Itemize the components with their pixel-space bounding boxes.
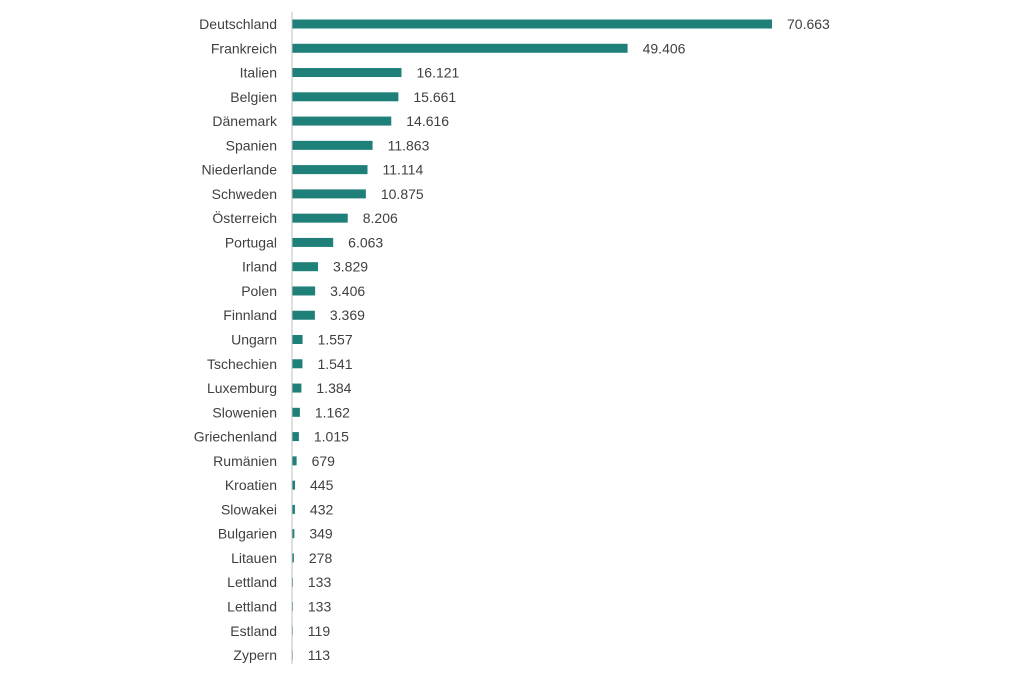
bar-6: [292, 165, 368, 174]
category-label-22: Litauen: [231, 550, 277, 566]
bar-13: [292, 335, 303, 344]
category-label-3: Belgien: [230, 89, 277, 105]
category-label-9: Portugal: [225, 234, 277, 250]
value-label-20: 432: [310, 501, 334, 517]
bar-7: [292, 189, 366, 198]
bar-0: [292, 20, 772, 29]
bars-group: [292, 20, 772, 660]
bar-10: [292, 262, 318, 271]
bar-15: [292, 384, 301, 393]
category-label-4: Dänemark: [212, 113, 278, 129]
category-labels: Deutschland Frankreich Italien Belgien Dänem…: [194, 16, 278, 663]
value-label-1: 49.406: [643, 40, 686, 56]
bar-12: [292, 311, 315, 320]
bar-17: [292, 432, 299, 441]
category-label-6: Niederlande: [202, 162, 278, 178]
bar-18: [292, 456, 297, 465]
category-label-13: Ungarn: [231, 332, 277, 348]
bar-8: [292, 214, 348, 223]
value-label-25: 119: [308, 623, 331, 639]
value-label-9: 6.063: [348, 234, 383, 250]
category-label-15: Luxemburg: [207, 380, 277, 396]
value-label-13: 1.557: [318, 332, 353, 348]
bar-16: [292, 408, 300, 417]
category-label-18: Rumänien: [213, 453, 277, 469]
value-label-6: 11.114: [383, 162, 424, 178]
value-label-26: 113: [308, 647, 331, 663]
category-label-25: Estland: [230, 623, 277, 639]
category-label-7: Schweden: [212, 186, 277, 202]
bar-14: [292, 359, 302, 368]
bar-3: [292, 92, 398, 101]
value-label-12: 3.369: [330, 307, 365, 323]
category-label-11: Polen: [241, 283, 277, 299]
value-label-16: 1.162: [315, 404, 350, 420]
category-label-14: Tschechien: [207, 356, 277, 372]
value-label-21: 349: [309, 526, 333, 542]
value-label-4: 14.616: [406, 113, 449, 129]
value-label-22: 278: [309, 550, 333, 566]
bar-1: [292, 44, 628, 53]
value-label-11: 3.406: [330, 283, 365, 299]
value-label-2: 16.121: [417, 65, 460, 81]
bar-9: [292, 238, 333, 247]
value-label-10: 3.829: [333, 259, 368, 275]
category-label-17: Griechenland: [194, 429, 277, 445]
category-label-20: Slowakei: [221, 501, 277, 517]
value-labels: 70.663 49.406 16.121 15.661 14.616 11.863 11.1…: [308, 16, 830, 663]
category-label-2: Italien: [240, 65, 277, 81]
category-label-5: Spanien: [226, 137, 277, 153]
value-label-3: 15.661: [413, 89, 456, 105]
category-label-24: Lettland: [227, 598, 277, 614]
category-label-1: Frankreich: [211, 40, 277, 56]
category-label-0: Deutschland: [199, 16, 277, 32]
value-label-18: 679: [312, 453, 336, 469]
value-label-7: 10.875: [381, 186, 424, 202]
value-label-0: 70.663: [787, 16, 830, 32]
category-label-26: Zypern: [233, 647, 277, 663]
category-label-23: Lettland: [227, 574, 277, 590]
category-label-12: Finnland: [223, 307, 277, 323]
value-label-15: 1.384: [316, 380, 351, 396]
category-label-19: Kroatien: [225, 477, 277, 493]
category-label-10: Irland: [242, 259, 277, 275]
category-label-8: Österreich: [212, 209, 277, 226]
category-label-21: Bulgarien: [218, 526, 277, 542]
category-label-16: Slowenien: [212, 404, 277, 420]
value-label-24: 133: [308, 598, 332, 614]
value-label-14: 1.541: [317, 356, 352, 372]
bar-2: [292, 68, 402, 77]
value-label-5: 11.863: [388, 137, 430, 153]
value-label-8: 8.206: [363, 210, 398, 226]
bar-5: [292, 141, 373, 150]
value-label-19: 445: [310, 477, 334, 493]
value-label-23: 133: [308, 574, 332, 590]
bar-11: [292, 286, 315, 295]
value-label-17: 1.015: [314, 429, 349, 445]
bar-4: [292, 117, 391, 126]
